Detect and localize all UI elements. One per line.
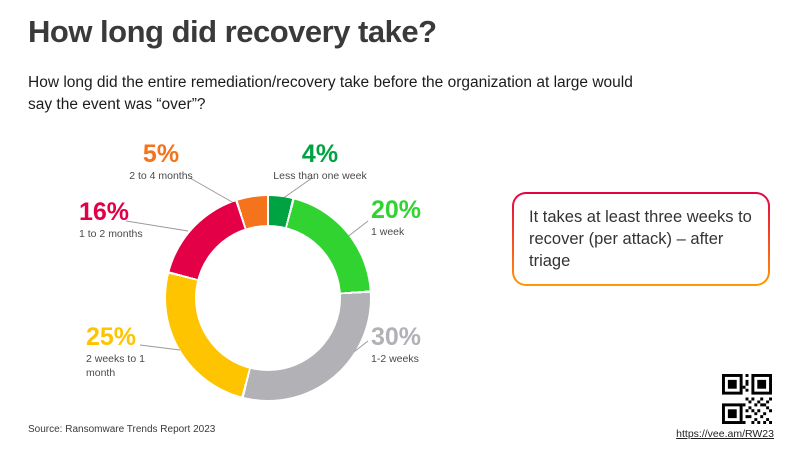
segment-name: 1 week	[371, 226, 405, 239]
segment-label-2-to-4-months: 5% 2 to 4 months	[118, 141, 204, 184]
segment-pct: 16%	[79, 198, 130, 226]
segment-pct: 4%	[301, 140, 339, 168]
segment-pct: 30%	[371, 323, 422, 351]
callout-text: It takes at least three weeks to recover…	[529, 207, 752, 271]
segment-name: 2 weeks to 1 month	[86, 353, 145, 379]
segment-name: 1 to 2 months	[79, 228, 143, 241]
callout-box: It takes at least three weeks to recover…	[512, 192, 770, 286]
page-title: How long did recovery take?	[28, 14, 437, 49]
callout-inner: It takes at least three weeks to recover…	[514, 194, 768, 284]
segment-name: 1-2 weeks	[371, 353, 419, 366]
segment-label-less-than-one-week: 4% Less than one week	[268, 141, 372, 184]
segment-label-2-weeks-to-1-month: 25% 2 weeks to 1 month	[86, 324, 148, 381]
segment-pct: 25%	[86, 323, 137, 351]
donut-hole	[195, 225, 341, 371]
segment-name: 2 to 4 months	[129, 170, 193, 183]
segment-pct: 20%	[371, 196, 422, 224]
segment-label-1-2-weeks: 30% 1-2 weeks	[371, 324, 421, 367]
qr-code	[722, 374, 772, 424]
segment-name: Less than one week	[273, 170, 367, 183]
report-link[interactable]: https://vee.am/RW23	[676, 428, 774, 440]
segment-label-1-week: 20% 1 week	[371, 197, 421, 240]
segment-label-1-to-2-months: 16% 1 to 2 months	[79, 199, 143, 242]
donut-chart	[166, 196, 370, 400]
source-text: Source: Ransomware Trends Report 2023	[28, 424, 216, 435]
segment-pct: 5%	[142, 140, 180, 168]
page-subtitle: How long did the entire remediation/reco…	[28, 74, 633, 114]
